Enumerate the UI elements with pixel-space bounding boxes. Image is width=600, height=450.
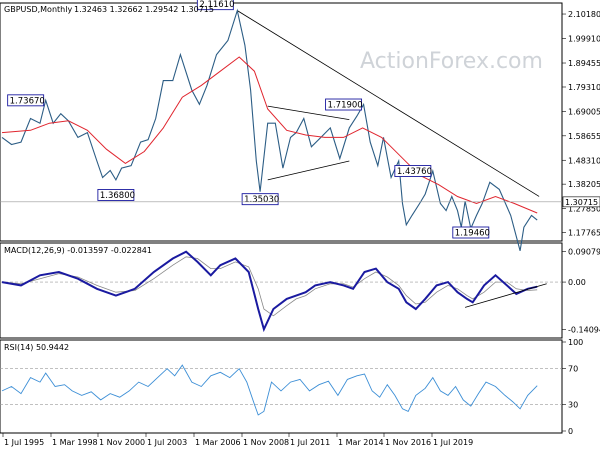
price-panel-title: GBPUSD,Monthly [4,5,72,14]
y-tick-label: 0.00 [568,278,586,287]
x-tick-label: 1 Jul 1995 [4,438,44,447]
annotation-box [241,193,279,206]
last-price-label: 1.30715 [565,198,598,207]
y-tick-label: 1.89455 [568,59,600,68]
price-annotation: 1.36800 [97,189,135,201]
y-tick-label: 1.58655 [568,132,600,141]
y-tick-label: 1.27850 [568,205,600,214]
moving-average-line [1,56,538,214]
macd-trendlines [464,283,547,308]
rsi-line [1,364,538,416]
macd-trendline [464,283,547,308]
annotation-box [325,98,363,111]
x-tick-label: 1 Jul 2019 [433,438,473,447]
annotation-label: 1.73670 [10,96,45,106]
y-tick-label: 0.090798 [568,247,600,256]
price-annotation: 1.19460 [452,226,490,239]
price-y-axis: 2.10180 1.99910 1.89455 1.79310 1.69005 1.586… [562,10,600,237]
annotation-label: 1.36800 [100,191,135,201]
x-tick-label: 1 Jul 2011 [290,438,330,447]
y-tick-label: 1.69005 [568,107,600,116]
price-annotation: 1.35030 [241,193,279,206]
price-annotation: 2.11610 [196,0,235,11]
x-tick-label: 1 Mar 2014 [338,438,384,447]
macd-line [1,250,538,333]
y-tick-label: 1.99910 [568,34,600,43]
rsi-grid [0,368,562,405]
watermark: ActionForex.com [360,49,543,74]
annotation-box [97,189,135,201]
x-tick-label: 1 Nov 2000 [99,438,145,447]
y-tick-label: 0 [568,427,573,436]
annotation-box [394,165,432,177]
macd-panel-title: MACD(12,26,9) -0.013597 -0.022841 [4,246,152,255]
x-tick-label: 1 Nov 2008 [243,438,289,447]
price-annotations: 1.73670 1.36800 2.11610 1.35030 1.71900 1.437… [7,0,490,239]
annotation-label: 1.71900 [328,101,363,111]
y-tick-label: 1.17765 [568,228,600,237]
y-tick-label: 2.10180 [568,10,600,19]
x-tick-label: 1 Mar 2006 [195,438,241,447]
macd-y-axis: 0.090798 0.00 -0.14094 [562,247,600,335]
annotation-box [452,226,490,239]
annotation-label: 1.43760 [397,167,432,177]
price-trendlines [237,10,540,197]
x-tick-label: 1 Mar 1998 [52,438,98,447]
annotation-label: 2.11610 [199,0,234,10]
price-annotation: 1.43760 [394,165,432,177]
annotation-label: 1.19460 [455,229,490,239]
y-tick-label: 30 [568,400,578,409]
price-panel [0,2,563,242]
annotation-box [7,94,45,107]
price-annotation: 1.73670 [7,94,45,107]
price-ohlc: 1.32463 1.32662 1.29542 1.30715 [74,5,214,14]
trendline [267,160,350,181]
x-tick-label: 1 Jul 2003 [147,438,187,447]
trendline [267,105,350,121]
macd-signal-line [1,256,538,317]
price-series-line [1,8,538,251]
x-tick-label: 1 Nov 2016 [385,438,431,447]
rsi-y-axis: 100 70 30 0 [562,338,583,436]
y-tick-label: 1.38205 [568,180,600,189]
rsi-panel [0,339,563,434]
rsi-panel-title: RSI(14) 50.9442 [4,343,69,352]
annotation-box [196,0,234,11]
y-tick-label: 100 [568,338,583,347]
y-tick-label: -0.14094 [568,326,600,335]
y-tick-label: 70 [568,365,578,374]
y-tick-label: 1.79310 [568,83,600,92]
x-axis: 1 Jul 1995 1 Mar 1998 1 Nov 2000 1 Jul 2003… [2,433,473,447]
price-annotation: 1.71900 [325,98,363,111]
macd-panel [0,242,563,339]
last-price-marker: 1.30715 [0,196,600,208]
y-tick-label: 1.48310 [568,156,600,165]
annotation-label: 1.35030 [244,195,279,205]
trendline [237,10,540,197]
